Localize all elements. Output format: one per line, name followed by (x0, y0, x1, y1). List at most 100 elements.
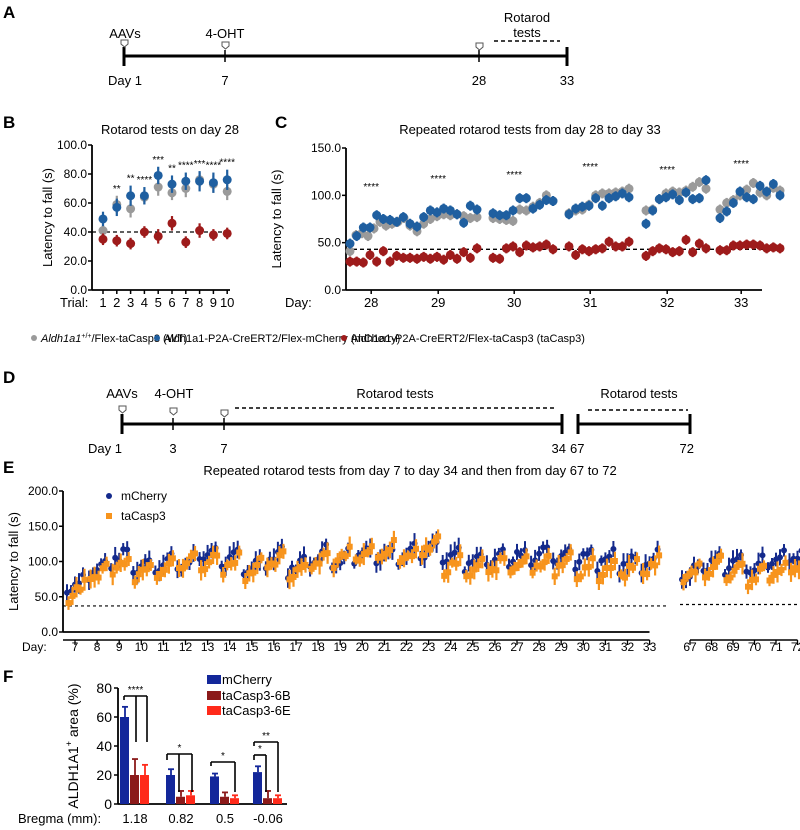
data-point-mcherry (648, 205, 658, 215)
data-point-mcherry (358, 223, 368, 233)
bar-tacasp3-6e (230, 798, 239, 804)
x-tick-label: 70 (748, 640, 762, 654)
data-point-mcherry (735, 187, 745, 197)
data-point-tacasp3 (452, 254, 462, 264)
data-point-tacasp3 (597, 243, 607, 253)
x-tick-label: 21 (378, 640, 392, 654)
data-point-mcherry (452, 209, 462, 219)
panel-label-c: C (275, 113, 287, 132)
data-point-tacasp3 (445, 569, 452, 576)
data-point-tacasp3 (65, 600, 72, 607)
data-point-mcherry (365, 223, 375, 233)
bar-mcherry (253, 772, 262, 804)
x-tick-label: 32 (660, 295, 674, 310)
data-point-tacasp3 (232, 559, 239, 566)
data-point-tacasp3 (607, 565, 614, 572)
data-point-wt (515, 205, 525, 215)
data-point-wt (597, 188, 607, 198)
rotarod-period2-label: Rotarod tests (600, 386, 678, 401)
data-point-mcherry (501, 210, 511, 220)
data-point-tacasp3 (180, 565, 186, 572)
data-point-tacasp3 (479, 555, 486, 562)
x-tick-label: 30 (577, 640, 591, 654)
x-axis-title: Day: (22, 640, 47, 654)
data-point-tacasp3 (681, 235, 691, 245)
bar-tacasp3-6e (140, 775, 149, 804)
data-point-tacasp3 (548, 244, 558, 254)
x-tick-label: 28 (532, 640, 546, 654)
data-point-tacasp3 (312, 560, 319, 567)
data-point-tacasp3 (507, 569, 514, 576)
chart-c-title: Repeated rotarod tests from day 28 to da… (399, 122, 661, 137)
significance-label: * (178, 743, 182, 754)
event-aavs: AAVs (109, 26, 141, 41)
data-point-mcherry (781, 547, 787, 554)
data-point-tacasp3 (258, 554, 265, 561)
x-tick-label: 9 (210, 295, 217, 310)
data-point-tacasp3 (749, 576, 755, 583)
bar-tacasp3-6b (176, 796, 185, 804)
data-point-tacasp3 (153, 574, 160, 581)
x-tick-label: 10 (135, 640, 149, 654)
x-tick-label: 69 (726, 640, 740, 654)
data-point-tacasp3 (206, 559, 213, 566)
data-point-mcherry (584, 201, 594, 211)
marker-day28-icon (475, 42, 484, 51)
x-tick-label: 20 (356, 640, 370, 654)
panel-label-d: D (3, 368, 15, 387)
significance-label: ** (127, 174, 135, 185)
x-tick-label: 33 (734, 295, 748, 310)
data-point-tacasp3 (640, 570, 647, 577)
data-point-tacasp3 (121, 561, 128, 568)
event-d-aavs: AAVs (106, 386, 138, 401)
data-point-tacasp3 (761, 562, 767, 569)
data-point-tacasp3 (208, 230, 218, 240)
y-tick-label: 50.0 (35, 590, 59, 604)
y-tick-label: 50.0 (318, 236, 342, 250)
legend-tacasp3-label: Aldh1a1-P2A-CreERT2/Flex-taCasp3 (taCasp… (351, 333, 585, 345)
panel-label-f: F (3, 667, 13, 686)
data-point-tacasp3 (563, 555, 570, 562)
data-point-tacasp3 (169, 555, 176, 562)
data-point-tacasp3 (324, 550, 331, 557)
data-point-tacasp3 (692, 569, 699, 576)
y-tick-label: 150.0 (311, 141, 341, 155)
data-point-tacasp3 (475, 562, 482, 569)
data-point-mcherry (419, 212, 429, 222)
data-point-mcherry (445, 205, 455, 215)
data-point-wt (465, 213, 475, 223)
legend-f-swatch-tacasp3-6b (207, 691, 221, 700)
marker-d-aavs-icon (118, 405, 127, 414)
x-tick-label: 67 (683, 640, 697, 654)
legend-f-label-tacasp3-6e: taCasp3-6E (222, 703, 291, 718)
data-point-tacasp3 (595, 578, 602, 585)
legend-wt-marker (31, 335, 37, 341)
significance-label: *** (152, 155, 164, 166)
data-point-tacasp3 (165, 560, 172, 567)
x-tick-label: 11 (157, 640, 170, 654)
data-point-tacasp3 (441, 572, 448, 579)
data-point-tacasp3 (710, 564, 716, 571)
data-point-tacasp3 (611, 558, 618, 565)
legend-wt-label: Aldh1a1+/+/Flex-taCasp3 (WT) (40, 333, 187, 345)
x-axis-title: Bregma (mm): (18, 811, 101, 826)
data-point-tacasp3 (342, 553, 349, 560)
legend-f-swatch-mcherry (207, 675, 221, 684)
data-point-tacasp3 (617, 241, 627, 251)
x-tick-label: 8 (94, 640, 101, 654)
data-point-tacasp3 (397, 558, 403, 565)
data-point-tacasp3 (103, 560, 110, 567)
y-tick-label: 60.0 (64, 196, 88, 210)
x-tick-label: 31 (583, 295, 597, 310)
data-point-mcherry (536, 550, 543, 557)
data-point-tacasp3 (254, 561, 261, 568)
data-point-tacasp3 (515, 562, 522, 569)
data-point-tacasp3 (385, 257, 395, 267)
data-point-tacasp3 (368, 543, 375, 550)
significance-label: ** (113, 184, 121, 195)
legend-mcherry-marker (154, 335, 160, 341)
x-tick-label: 3 (127, 295, 134, 310)
data-point-mcherry (345, 239, 355, 249)
data-point-mcherry (577, 202, 587, 212)
chart-b-title: Rotarod tests on day 28 (101, 122, 239, 137)
